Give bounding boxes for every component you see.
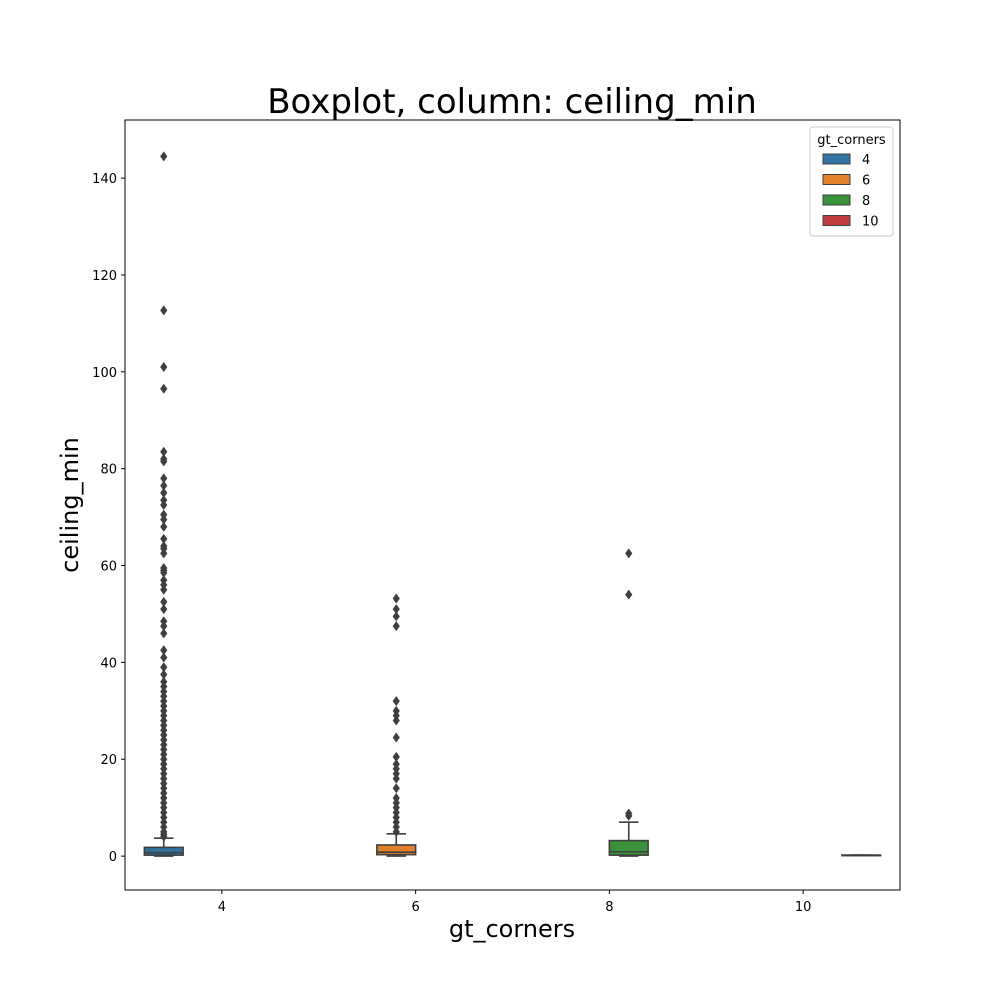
- legend-label-8: 8: [862, 194, 870, 209]
- x-tick-label: 10: [795, 900, 812, 915]
- outlier-point: [160, 652, 168, 663]
- x-tick-label: 8: [605, 900, 613, 915]
- outlier-point: [160, 446, 168, 457]
- legend-swatch-10: [822, 215, 851, 226]
- legend-label-6: 6: [862, 174, 870, 189]
- legend-swatch-4: [822, 153, 851, 165]
- outlier-point: [160, 662, 168, 673]
- outlier-point: [160, 383, 168, 394]
- box-iqr: [143, 846, 184, 856]
- box-iqr: [376, 844, 417, 856]
- outlier-point: [160, 456, 168, 467]
- y-tick-label: 40: [100, 656, 117, 671]
- outlier-point: [160, 521, 168, 532]
- outlier-point: [160, 621, 168, 632]
- outlier-point: [160, 596, 168, 607]
- legend-title: gt_corners: [817, 133, 886, 148]
- outlier-point: [392, 732, 400, 743]
- outlier-point: [160, 669, 168, 680]
- y-axis-label: ceiling_min: [56, 437, 84, 573]
- outlier-point: [392, 826, 400, 837]
- box-series-6: [376, 593, 417, 857]
- outlier-point: [625, 589, 633, 600]
- outlier-point: [160, 831, 168, 842]
- y-tick-label: 20: [100, 753, 117, 768]
- outlier-point: [160, 548, 168, 559]
- outlier-point: [160, 305, 168, 316]
- x-tick-label: 4: [218, 900, 226, 915]
- box-iqr: [608, 839, 649, 856]
- legend-swatch-8: [822, 194, 851, 206]
- outlier-point: [392, 751, 400, 762]
- y-tick-label: 0: [109, 850, 117, 865]
- x-axis-label: gt_corners: [449, 915, 575, 943]
- outlier-point: [160, 487, 168, 498]
- outlier-point: [160, 584, 168, 595]
- outlier-point: [392, 621, 400, 632]
- chart-title: Boxplot, column: ceiling_min: [267, 82, 757, 122]
- plot-area: [143, 151, 882, 857]
- outlier-point: [160, 473, 168, 484]
- outlier-point: [392, 696, 400, 707]
- outlier-point: [392, 783, 400, 794]
- y-tick-label: 60: [100, 560, 117, 575]
- outlier-point: [160, 500, 168, 510]
- outlier-point: [160, 361, 168, 372]
- axes-frame: [124, 119, 901, 891]
- box-series-4: [143, 151, 184, 857]
- x-tick-label: 6: [411, 900, 419, 915]
- outlier-point: [160, 645, 168, 656]
- y-tick-label: 120: [92, 269, 117, 284]
- y-tick-label: 140: [92, 172, 117, 187]
- y-tick-label: 80: [100, 463, 117, 478]
- outlier-point: [160, 567, 168, 578]
- outlier-point: [392, 715, 400, 726]
- legend: gt_corners 4 6 8 10: [809, 126, 894, 237]
- outlier-point: [160, 604, 168, 615]
- outlier-point: [625, 548, 633, 559]
- outlier-point: [160, 480, 168, 491]
- box-series-8: [608, 548, 649, 857]
- outlier-point: [392, 611, 400, 622]
- outlier-point: [160, 628, 168, 639]
- legend-label-4: 4: [862, 153, 870, 168]
- outlier-point: [392, 604, 400, 615]
- outlier-point: [160, 151, 168, 162]
- outlier-point: [160, 533, 168, 544]
- outlier-point: [392, 593, 400, 604]
- y-tick-label: 100: [92, 366, 117, 381]
- legend-swatch-6: [822, 174, 851, 185]
- outlier-point: [625, 810, 633, 821]
- box-series-10: [841, 854, 882, 857]
- legend-label-10: 10: [862, 215, 879, 230]
- outlier-point: [392, 773, 400, 784]
- outlier-point: [160, 514, 168, 525]
